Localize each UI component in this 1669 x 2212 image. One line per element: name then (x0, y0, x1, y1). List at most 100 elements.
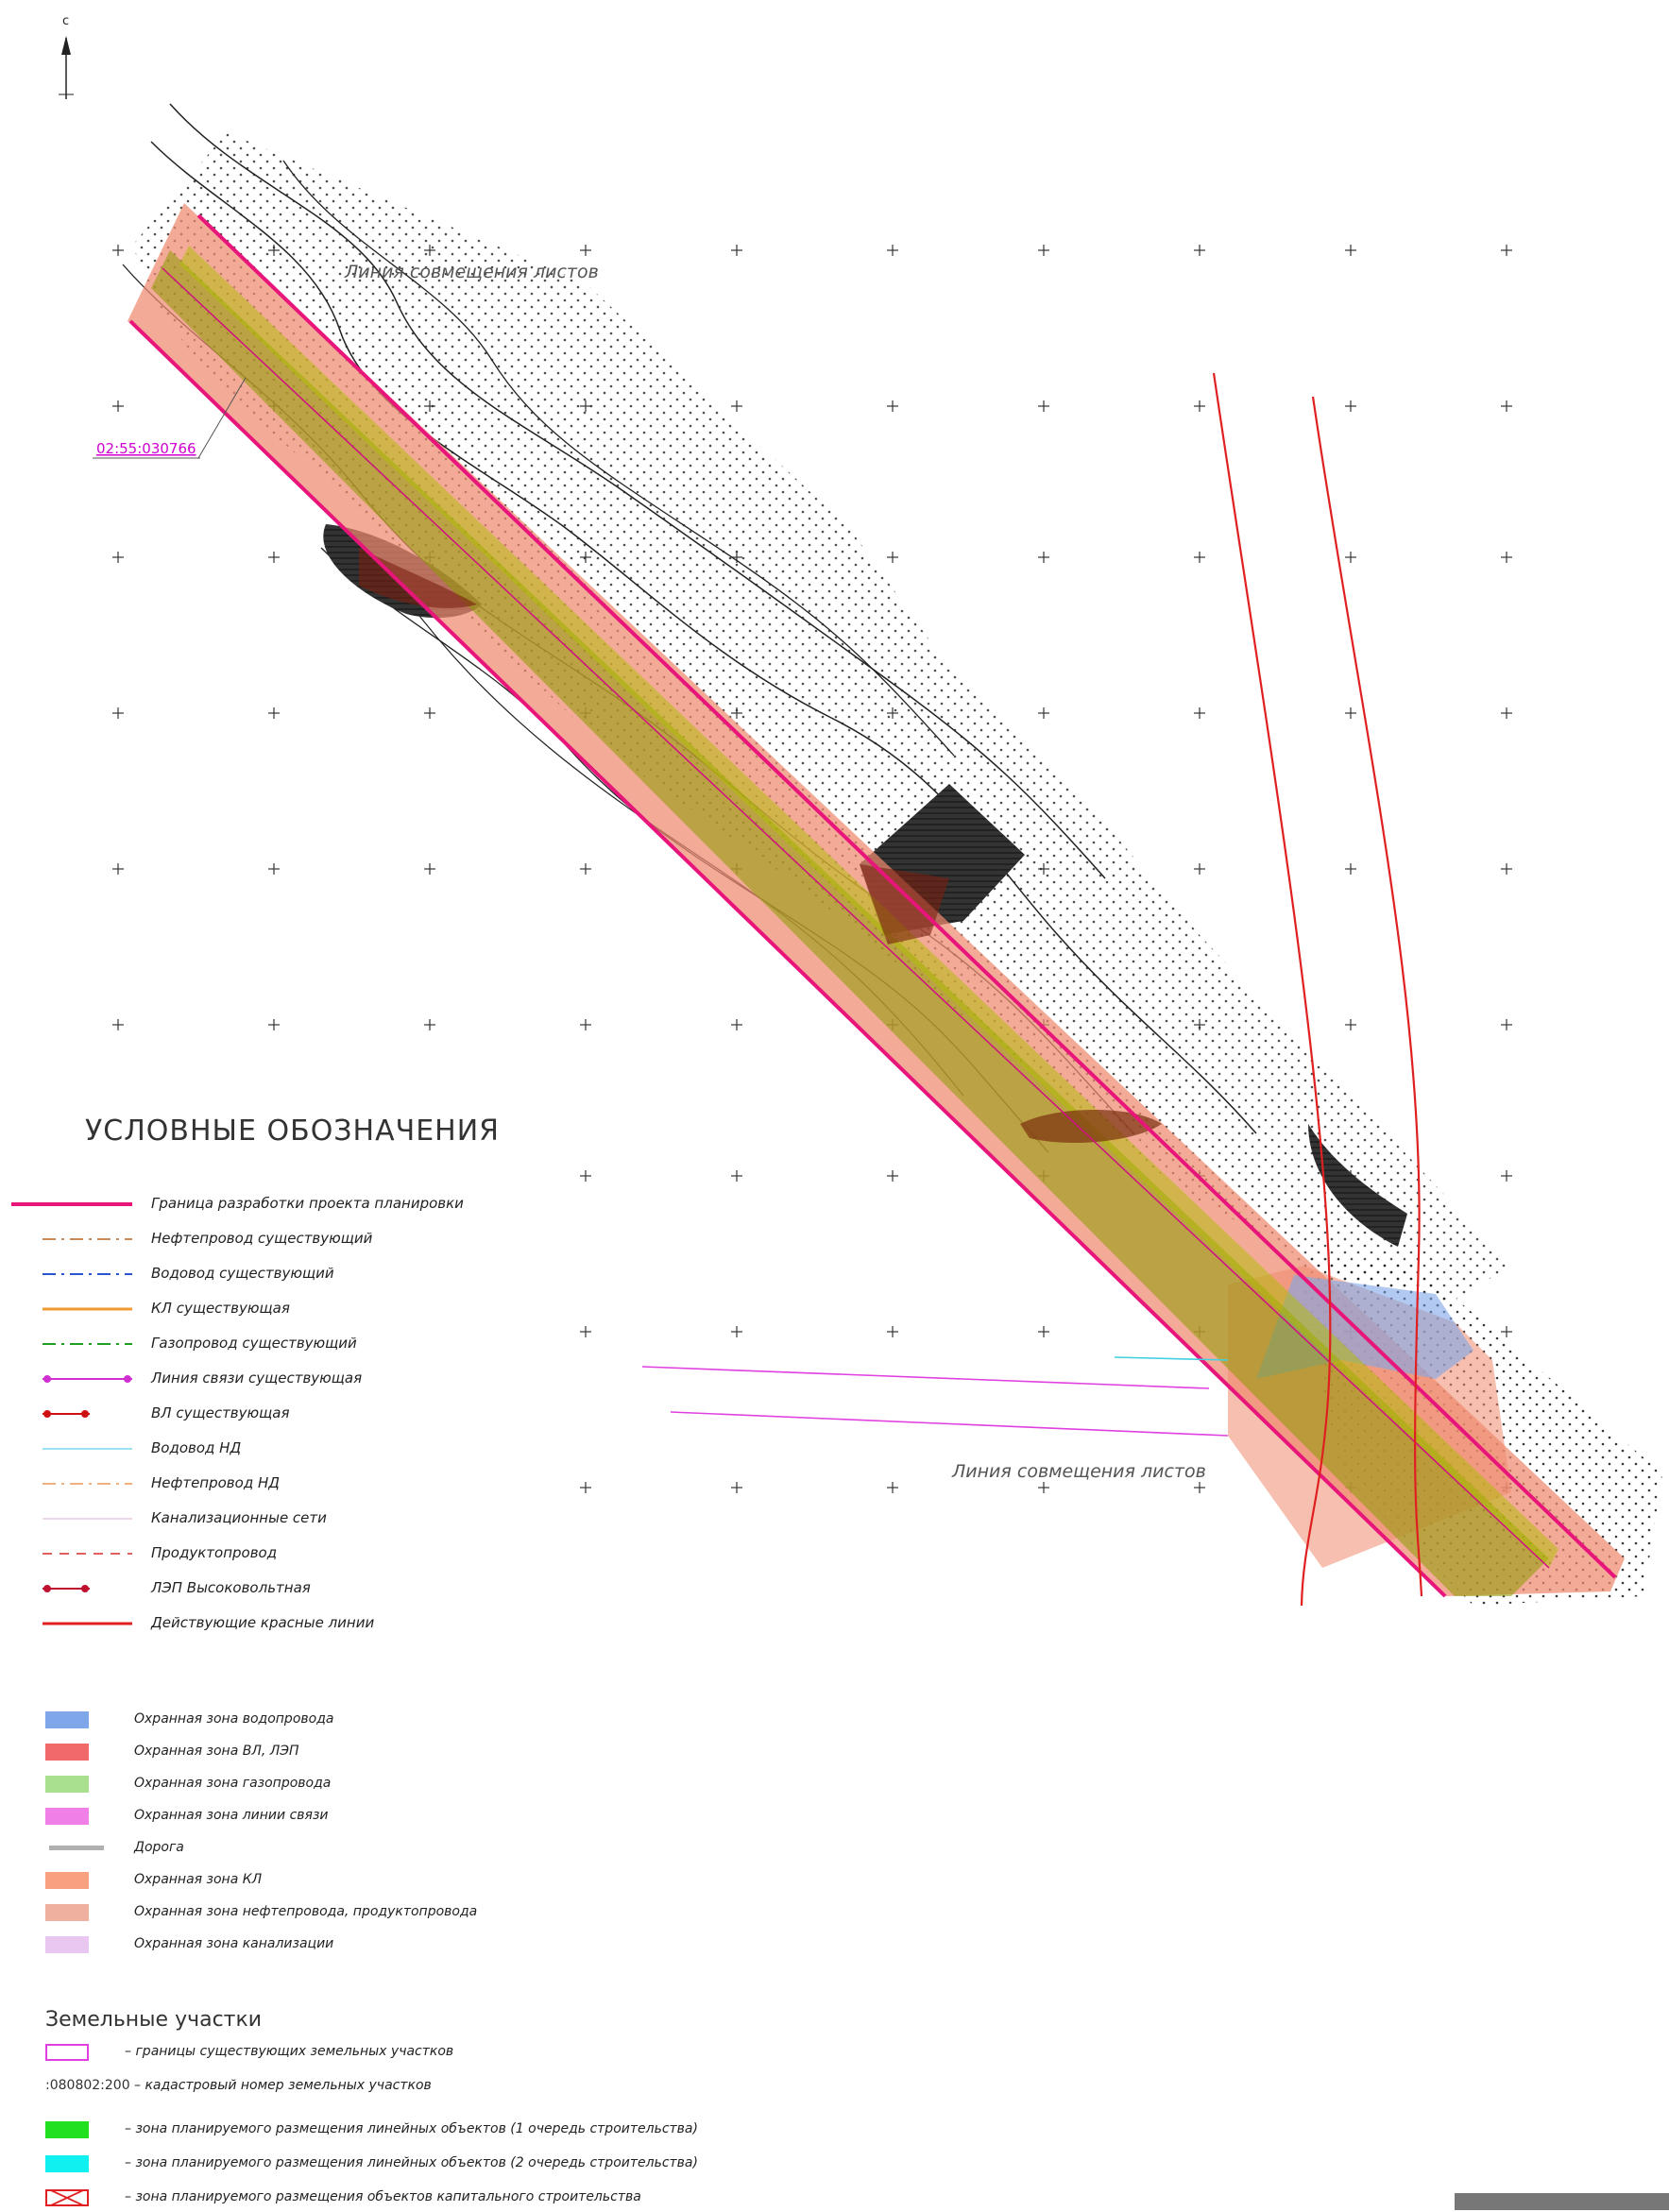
parcel-symbol (45, 2044, 89, 2061)
grid-cross (580, 1482, 591, 1493)
grid-cross (887, 552, 898, 563)
grid-cross (1038, 707, 1049, 719)
grid-cross (112, 1019, 124, 1030)
legend-line-row: Линия связи существующая (0, 1365, 850, 1393)
legend-line-label: Действующие красные линии (151, 1614, 375, 1631)
grid-cross (1038, 245, 1049, 256)
parcels-title: Земельные участки (45, 2008, 263, 2032)
legend-zone-row: Охранная зона газопровода (0, 1770, 850, 1798)
grid-cross (1194, 245, 1205, 256)
legend-line-symbol (43, 1307, 132, 1311)
legend-line-label: Газопровод существующий (151, 1335, 357, 1352)
legend-line-label: Водовод НД (151, 1439, 242, 1456)
grid-cross (887, 400, 898, 412)
grid-cross (887, 1326, 898, 1337)
planning-map: с (59, 14, 1662, 1607)
parcel-legend-label: – границы существующих земельных участко… (125, 2044, 454, 2059)
grid-cross (1345, 400, 1356, 412)
legend-zone-row: Охранная зона КЛ (0, 1866, 850, 1895)
grid-cross (1038, 552, 1049, 563)
legend-line-label: ВЛ существующая (151, 1404, 290, 1421)
parcel-legend-row: – зона планируемого размещения линейных … (0, 2150, 945, 2178)
legend-zone-swatch (45, 1904, 89, 1921)
parcel-symbol (45, 2155, 89, 2172)
grid-cross (112, 552, 124, 563)
legend-line-symbol (43, 1273, 132, 1275)
parcel-legend-label: – зона планируемого размещения объектов … (125, 2189, 641, 2204)
grid-cross (731, 1482, 742, 1493)
legend-zone-label: Охранная зона газопровода (134, 1776, 332, 1791)
legend-line-label: КЛ существующая (151, 1300, 290, 1317)
grid-cross (1501, 863, 1512, 875)
parcel-symbol (45, 2189, 89, 2206)
legend-zone-swatch (45, 1936, 89, 1953)
grid-cross (112, 400, 124, 412)
parcel-legend-row: – границы существующих земельных участко… (0, 2038, 945, 2067)
legend-zone-row: Охранная зона ВЛ, ЛЭП (0, 1738, 850, 1766)
legend-zone-label: Охранная зона нефтепровода, продуктопров… (134, 1904, 478, 1919)
legend-line-label: Нефтепровод существующий (151, 1230, 373, 1247)
grid-cross (424, 1019, 435, 1030)
legend-line-symbol (43, 1375, 132, 1383)
grid-cross (1501, 1170, 1512, 1182)
grid-cross (580, 245, 591, 256)
grid-cross (580, 863, 591, 875)
grid-cross (1194, 552, 1205, 563)
grid-cross (731, 1170, 742, 1182)
legend-line-row: ЛЭП Высоковольтная (0, 1574, 850, 1603)
north-arrow-icon (59, 36, 74, 99)
legend-zone-row: Охранная зона линии связи (0, 1802, 850, 1830)
legend-line-symbol (43, 1622, 132, 1625)
legend-zone-label: Охранная зона КЛ (134, 1872, 263, 1887)
grid-cross (580, 1019, 591, 1030)
grid-cross (112, 863, 124, 875)
legend-line-row: Нефтепровод НД (0, 1470, 850, 1498)
grid-cross (268, 863, 280, 875)
legend-zone-label: Охранная зона водопровода (134, 1711, 334, 1727)
legend-line-label: Нефтепровод НД (151, 1474, 280, 1491)
legend-zone-swatch (45, 1711, 89, 1728)
grid-cross (1345, 245, 1356, 256)
parcel-code-sample: :080802:200 (45, 2078, 130, 2093)
legend-line-symbol (43, 1518, 132, 1520)
legend-line-row: Канализационные сети (0, 1505, 850, 1533)
communication-lines (641, 1356, 1229, 1437)
grid-cross (268, 1019, 280, 1030)
grid-cross (112, 245, 124, 256)
gas-protection-band (151, 246, 1558, 1596)
legend-line-row: Водовод НД (0, 1435, 850, 1463)
grid-cross (424, 707, 435, 719)
parcel-legend-row: – зона планируемого размещения объектов … (0, 2184, 945, 2212)
legend-zone-swatch (45, 1808, 89, 1825)
grid-cross (1194, 863, 1205, 875)
grid-cross (580, 1170, 591, 1182)
grid-cross (887, 1170, 898, 1182)
grid-cross (580, 1326, 591, 1337)
grid-cross (268, 707, 280, 719)
parcel-legend-row: :080802:200 – кадастровый номер земельных… (0, 2072, 945, 2101)
grid-cross (1501, 245, 1512, 256)
parcel-legend-label: – зона планируемого размещения линейных … (125, 2121, 698, 2136)
parcel-legend-label: – кадастровый номер земельных участков (134, 2078, 432, 2093)
legend-line-symbol (43, 1410, 90, 1418)
sheet-join-label-bottom: Линия совмещения листов (951, 1461, 1206, 1482)
sheet-join-label-top: Линия совмещения листов (344, 262, 599, 282)
grid-cross (1501, 400, 1512, 412)
legend-zone-label: Дорога (134, 1840, 184, 1855)
legend-line-label: Канализационные сети (151, 1509, 327, 1526)
grid-cross (1501, 1019, 1512, 1030)
legend-line-row: Действующие красные линии (0, 1609, 850, 1638)
grid-cross (1501, 552, 1512, 563)
grid-cross (1501, 707, 1512, 719)
legend-zone-swatch (49, 1846, 104, 1850)
grid-cross (1345, 552, 1356, 563)
grid-cross (731, 400, 742, 412)
grid-cross (887, 1482, 898, 1493)
legend-zone-row: Охранная зона водопровода (0, 1706, 850, 1734)
legend-line-row: Граница разработки проекта планировки (0, 1190, 850, 1218)
grid-cross (112, 707, 124, 719)
legend-line-row: ВЛ существующая (0, 1400, 850, 1428)
cadastral-label: 02:55:030766 (96, 440, 196, 457)
legend-line-label: ЛЭП Высоковольтная (151, 1579, 311, 1596)
legend-line-row: Продуктопровод (0, 1540, 850, 1568)
